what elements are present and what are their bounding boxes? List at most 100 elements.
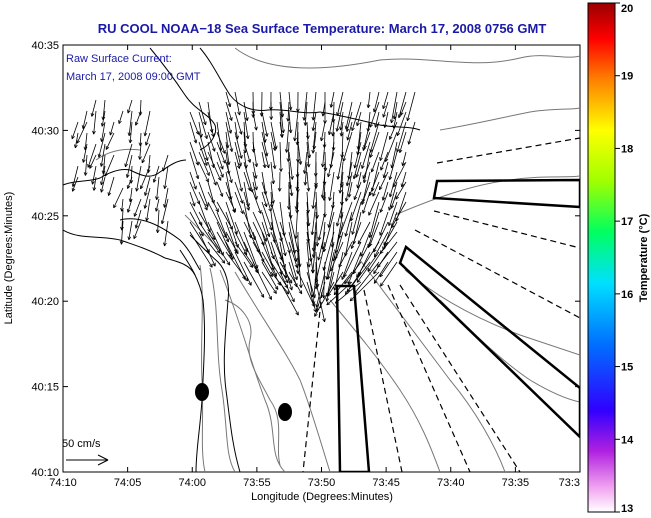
current-vector bbox=[321, 101, 326, 117]
current-vector bbox=[351, 101, 362, 132]
current-vector bbox=[270, 131, 277, 151]
current-vector bbox=[369, 131, 380, 158]
current-vector bbox=[126, 198, 133, 213]
current-vector bbox=[234, 131, 243, 159]
current-vector bbox=[311, 241, 317, 274]
current-vector bbox=[152, 165, 160, 183]
current-vector bbox=[207, 231, 231, 266]
current-vector bbox=[189, 231, 213, 268]
current-vector bbox=[261, 181, 272, 212]
current-vector bbox=[155, 176, 160, 200]
current-vector bbox=[189, 171, 197, 190]
current-vector bbox=[379, 171, 389, 191]
current-vector bbox=[390, 201, 407, 229]
current-vector bbox=[362, 151, 371, 184]
current-vector bbox=[225, 161, 233, 183]
current-vector bbox=[207, 111, 215, 138]
current-vector bbox=[143, 110, 151, 137]
current-vector bbox=[252, 191, 262, 214]
current-vector bbox=[346, 121, 353, 141]
current-vector bbox=[381, 181, 389, 201]
current-vector bbox=[198, 141, 208, 166]
current-vector bbox=[315, 281, 326, 323]
current-vector bbox=[343, 241, 362, 278]
current-vector bbox=[100, 110, 106, 127]
current-vector bbox=[390, 91, 398, 124]
current-vector bbox=[198, 111, 208, 140]
current-vector bbox=[135, 165, 142, 192]
current-vector bbox=[392, 161, 407, 188]
current-vector bbox=[198, 101, 207, 126]
x-tick-label: 73:55 bbox=[243, 477, 271, 489]
current-vector bbox=[243, 101, 249, 121]
current-vector bbox=[344, 261, 371, 295]
current-vector bbox=[143, 187, 151, 209]
current-vector bbox=[320, 141, 326, 168]
x-tick-label: 74:00 bbox=[178, 477, 206, 489]
current-vector bbox=[353, 141, 362, 169]
colorbar-tick-label: 16 bbox=[621, 289, 633, 301]
current-vector bbox=[396, 111, 407, 137]
current-vector bbox=[400, 171, 407, 188]
x-tick-label: 74:05 bbox=[114, 477, 142, 489]
current-vector bbox=[395, 181, 407, 200]
current-vector bbox=[270, 251, 289, 284]
current-vector bbox=[350, 221, 362, 249]
current-vector bbox=[71, 121, 79, 140]
current-vector bbox=[361, 141, 371, 169]
current-vector bbox=[279, 281, 299, 316]
current-vector bbox=[384, 131, 398, 162]
current-vector bbox=[335, 201, 344, 227]
current-vector bbox=[370, 151, 380, 173]
scale-vector-label: 50 cm/s bbox=[62, 438, 101, 450]
current-vector bbox=[310, 201, 317, 236]
sampling-boundaries bbox=[302, 137, 580, 472]
current-vector bbox=[139, 165, 151, 190]
current-vector bbox=[279, 261, 293, 284]
current-vector bbox=[294, 201, 299, 239]
current-vector bbox=[100, 165, 106, 186]
radar-site-marker bbox=[195, 383, 209, 401]
current-vector bbox=[303, 161, 308, 186]
current-vector bbox=[216, 161, 224, 178]
current-vector bbox=[99, 143, 106, 167]
current-vector bbox=[362, 191, 371, 214]
current-vector bbox=[383, 111, 389, 128]
current-vector bbox=[344, 211, 353, 237]
current-vector bbox=[297, 251, 303, 289]
map-plot-area: Raw Surface Current: March 17, 2008 09:0… bbox=[62, 44, 581, 473]
current-vector bbox=[373, 221, 389, 253]
colorbar-label: Temperature (°C) bbox=[638, 213, 650, 302]
current-vector bbox=[406, 91, 416, 122]
current-vector bbox=[338, 241, 353, 268]
current-vector bbox=[71, 176, 79, 192]
current-vector bbox=[243, 111, 250, 140]
current-vector bbox=[261, 151, 267, 169]
current-vector bbox=[321, 261, 326, 299]
current-vector bbox=[270, 141, 277, 169]
current-vector bbox=[261, 141, 270, 169]
current-vector bbox=[383, 221, 398, 246]
current-vector bbox=[360, 231, 371, 257]
current-vector bbox=[270, 161, 276, 185]
current-vector bbox=[344, 261, 362, 285]
current-vector bbox=[397, 91, 407, 119]
current-vector bbox=[100, 176, 106, 193]
current-vector bbox=[71, 165, 79, 187]
current-vector bbox=[234, 251, 252, 286]
current-vector bbox=[284, 121, 290, 153]
current-vector bbox=[92, 110, 97, 135]
current-vector bbox=[388, 151, 398, 180]
current-vector bbox=[368, 221, 380, 247]
current-vector bbox=[372, 181, 380, 197]
current-vector bbox=[234, 181, 244, 204]
current-vector bbox=[353, 181, 362, 200]
current-vector bbox=[379, 231, 398, 254]
current-vector bbox=[138, 143, 142, 160]
current-vector bbox=[297, 141, 303, 165]
current-vector bbox=[288, 251, 298, 281]
current-vector bbox=[398, 131, 407, 153]
current-vector bbox=[279, 101, 285, 134]
current-vector bbox=[288, 111, 293, 134]
current-vector bbox=[347, 181, 353, 198]
